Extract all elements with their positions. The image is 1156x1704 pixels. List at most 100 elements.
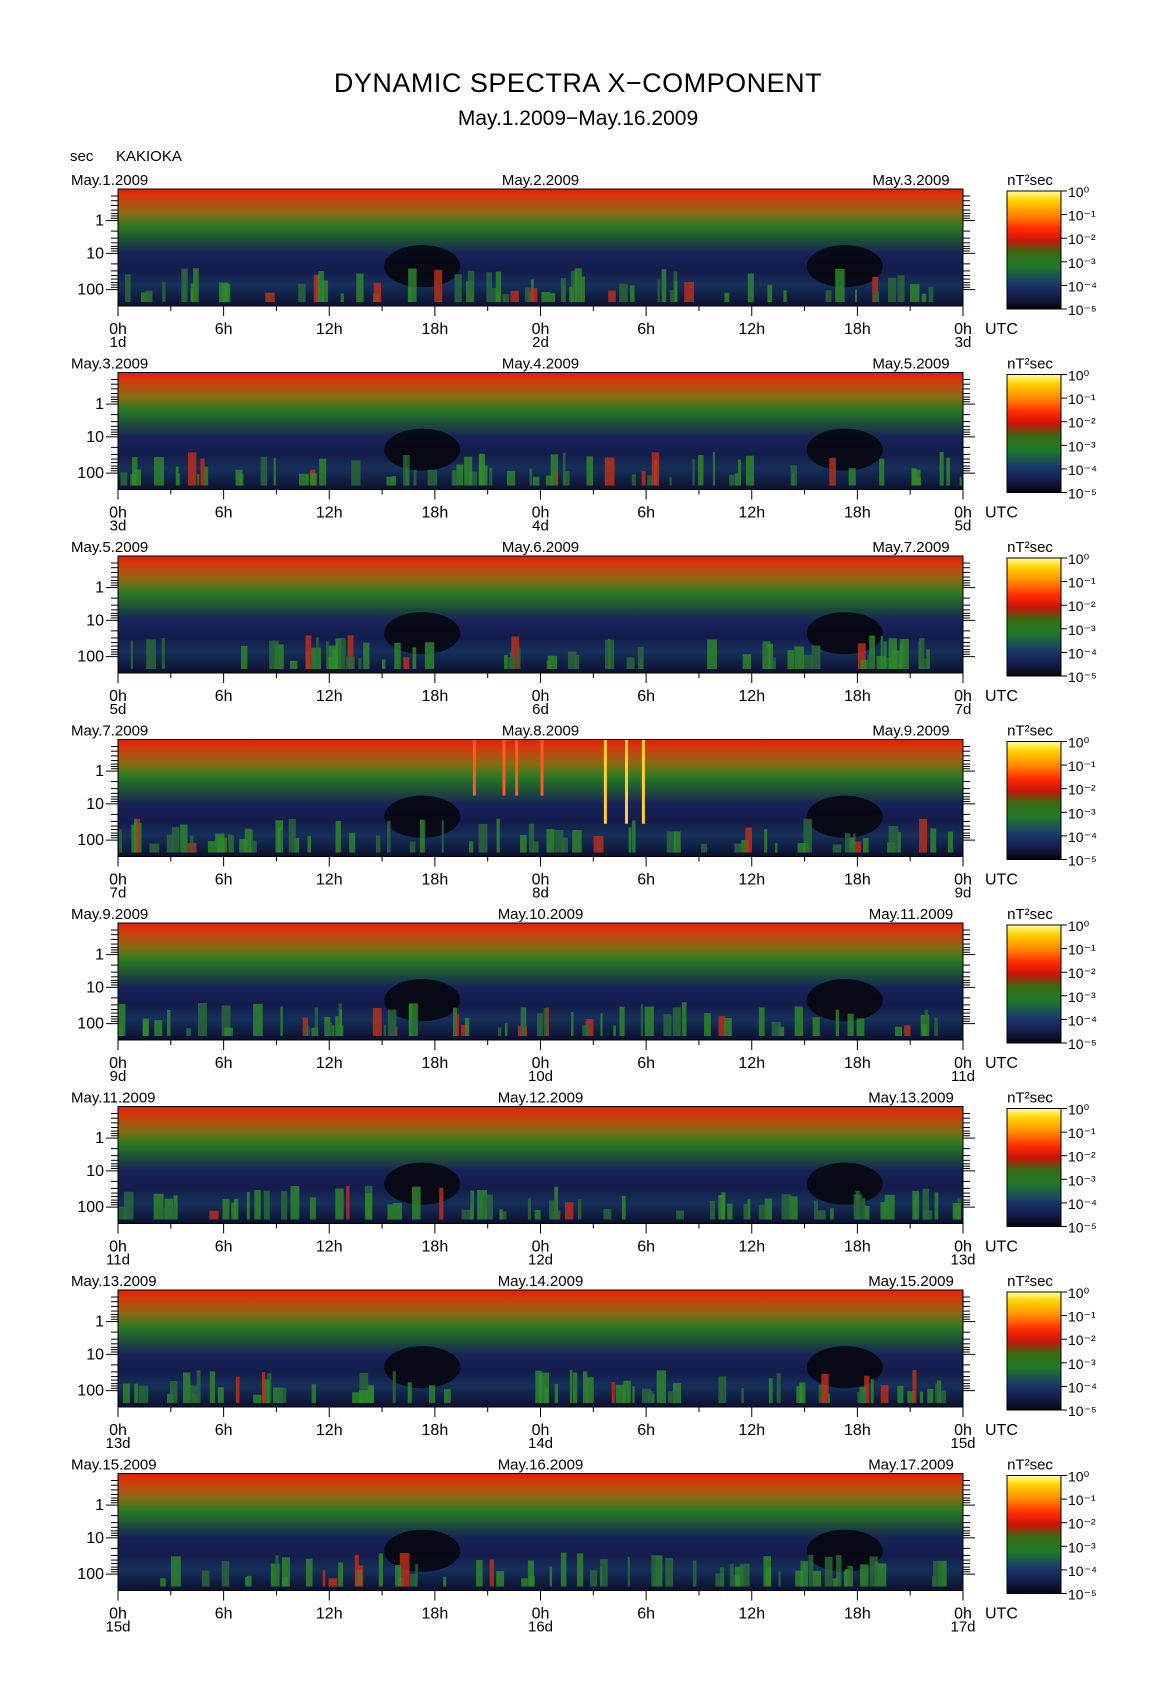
y-tick-label: 1 [95,947,104,964]
activity-band [228,834,233,853]
activity-band [827,1393,830,1403]
activity-band [825,290,832,302]
activity-band [586,1377,594,1403]
activity-band [209,1371,216,1403]
activity-band [692,459,695,486]
activity-band [120,472,128,486]
panel-start-date: May.11.2009 [71,1090,156,1107]
activity-band [252,840,257,853]
activity-band [623,1380,631,1403]
activity-band [476,1559,483,1587]
colorbar-unit-label: nT²sec [1007,1273,1053,1290]
day-label: 16d [528,1619,553,1636]
activity-band [922,1188,930,1220]
activity-band [280,830,284,853]
activity-band [131,824,137,853]
y-tick-label: 100 [77,832,104,849]
utc-label: UTC [985,1606,1018,1623]
activity-band [281,1557,290,1587]
activity-band [640,657,643,669]
activity-band [794,1006,804,1036]
x-tick-label: 18h [422,1239,449,1256]
activity-band [123,1191,134,1220]
activity-band [778,1571,781,1587]
activity-band [221,1561,230,1587]
activity-band [709,1200,715,1220]
x-tick-label: 0h [532,1422,550,1439]
activity-band [764,1198,773,1220]
activity-band [869,1556,878,1587]
activity-band [631,474,636,486]
day-label: 3d [110,518,127,535]
y-tick-label: 100 [77,282,104,299]
quiet-region [806,245,883,288]
colorbar [1006,374,1062,493]
activity-band [135,818,141,853]
pulsation-burst [540,739,544,796]
day-label: 5d [110,701,127,718]
activity-band [873,291,880,302]
activity-band [413,469,417,486]
activity-band [412,647,417,669]
colorbar-tick-label: 10⁻⁵ [1068,1220,1097,1236]
colorbar [1006,741,1062,860]
activity-band [375,835,381,853]
activity-band [641,471,646,486]
pulsation-burst [472,739,476,796]
activity-band [817,1210,826,1220]
activity-band [745,455,754,486]
activity-band [346,1185,350,1220]
activity-band [569,1369,573,1403]
activity-band [171,827,180,853]
activity-band [611,1381,615,1403]
panel-mid-date: May.6.2009 [502,539,579,556]
activity-band [872,276,879,302]
activity-band [455,1014,459,1036]
panel-end-date: May.5.2009 [872,356,949,373]
activity-band [626,657,635,669]
y-tick-label: 100 [77,1199,104,1216]
activity-band [897,1385,904,1403]
x-tick-label: 0h [532,1055,550,1072]
activity-band [465,1017,470,1036]
colorbar-tick-label: 10⁻⁵ [1068,669,1097,685]
activity-band [935,1383,940,1403]
activity-band [428,1385,436,1403]
y-tick-label: 100 [77,1566,104,1583]
x-tick-label: 6h [215,872,233,889]
activity-band [132,457,138,486]
activity-band [897,831,901,853]
colorbar-tick-label: 10⁻⁵ [1068,1587,1097,1603]
activity-band [355,1569,363,1587]
activity-band [273,1387,283,1403]
y-tick-label: 100 [77,1383,104,1400]
activity-band [899,643,903,669]
activity-band [922,1024,927,1036]
activity-band [619,283,628,302]
activity-band [392,1203,403,1220]
colorbar-tick-label: 10⁰ [1068,1285,1090,1301]
activity-band [570,270,578,302]
x-tick-label: 0h [954,1055,972,1072]
y-tick-label: 1 [95,1314,104,1331]
panel-start-date: May.3.2009 [71,356,148,373]
activity-band [919,658,928,669]
activity-band [799,1382,806,1403]
activity-band [197,1002,207,1036]
activity-band [154,457,164,486]
activity-band [209,1210,219,1220]
activity-band [644,1006,654,1036]
activity-band [939,451,944,486]
activity-band [486,272,492,302]
activity-band [835,1009,839,1036]
activity-band [489,467,493,486]
x-tick-label: 12h [738,321,765,338]
activity-band [335,1016,339,1036]
panel-end-date: May.9.2009 [872,723,949,740]
activity-band [952,1203,962,1220]
activity-band [928,286,934,302]
activity-band [829,457,836,486]
activity-band [586,456,594,486]
colorbar [1006,1475,1062,1594]
activity-band [365,1193,372,1220]
